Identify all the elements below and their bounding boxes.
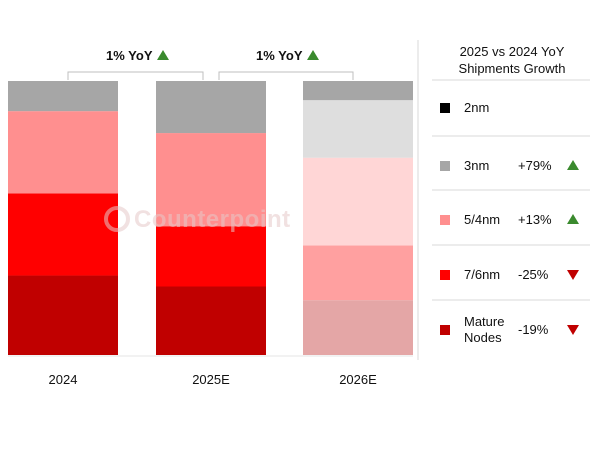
bar-segment-2024-3nm <box>8 81 118 112</box>
x-tick-label-2024: 2024 <box>48 372 78 387</box>
legend-growth: -19% <box>518 322 549 337</box>
yoy-up-arrow-icon <box>157 50 170 60</box>
bar-segment-2025e-5-4nm <box>156 133 266 227</box>
yoy-annotation-1: 1% YoY <box>106 48 170 63</box>
legend-label: Mature Nodes <box>464 314 505 345</box>
legend-swatch <box>440 103 450 113</box>
legend-item-3nm: 3nm +79% <box>440 158 590 192</box>
bar-segment-2026e-7-6nm <box>303 245 413 301</box>
yoy-annotation-2: 1% YoY <box>256 48 320 63</box>
legend-swatch <box>440 270 450 280</box>
yoy-up-arrow-icon <box>307 50 320 60</box>
legend-label: 5/4nm <box>464 212 501 227</box>
legend-label: 2nm <box>464 100 490 115</box>
watermark-logo-icon <box>104 206 130 232</box>
bar-segment-2026e-5-4nm <box>303 157 413 246</box>
legend-label: 7/6nm <box>464 267 501 282</box>
bar-segment-2024-mature-nodes <box>8 275 118 355</box>
bar-segment-2025e-mature-nodes <box>156 286 266 355</box>
yoy-annotation-1-text: 1% YoY <box>106 48 153 63</box>
legend-item-5-4nm: 5/4nm +13% <box>440 212 590 246</box>
legend-swatch <box>440 161 450 171</box>
legend-label: 3nm <box>464 158 490 173</box>
growth-down-arrow-icon <box>567 325 579 335</box>
growth-up-arrow-icon <box>567 214 579 224</box>
legend-swatch <box>440 215 450 225</box>
watermark-text: Counterpoint <box>134 206 291 233</box>
legend-growth: -25% <box>518 267 549 282</box>
legend-swatch <box>440 325 450 335</box>
bar-segment-2024-5-4nm <box>8 111 118 194</box>
x-tick-label-2026e: 2026E <box>339 372 377 387</box>
yoy-bracket-1 <box>67 71 204 80</box>
x-tick-label-2025e: 2025E <box>192 372 230 387</box>
yoy-bracket-2 <box>218 71 354 80</box>
growth-up-arrow-icon <box>567 160 579 170</box>
growth-down-arrow-icon <box>567 270 579 280</box>
legend-item-2nm: 2nm <box>440 100 590 134</box>
legend-title: 2025 vs 2024 YoY Shipments Growth <box>432 43 592 77</box>
legend-title-line-2: Shipments Growth <box>458 61 566 76</box>
legend-title-line-1: 2025 vs 2024 YoY <box>459 44 565 59</box>
legend-growth: +79% <box>518 158 552 173</box>
bar-segment-2025e-3nm <box>156 81 266 134</box>
bar-segment-2026e-mature-nodes <box>303 300 413 355</box>
yoy-annotation-2-text: 1% YoY <box>256 48 303 63</box>
bar-segment-2026e-2nm <box>303 81 413 101</box>
legend-growth: +13% <box>518 212 552 227</box>
bar-segment-2026e-3nm <box>303 100 413 158</box>
bar-segment-2025e-7-6nm <box>156 226 266 287</box>
legend-item-mature-nodes: Mature Nodes -19% <box>440 314 590 348</box>
legend-item-7-6nm: 7/6nm -25% <box>440 267 590 301</box>
bar-segment-2024-7-6nm <box>8 193 118 276</box>
